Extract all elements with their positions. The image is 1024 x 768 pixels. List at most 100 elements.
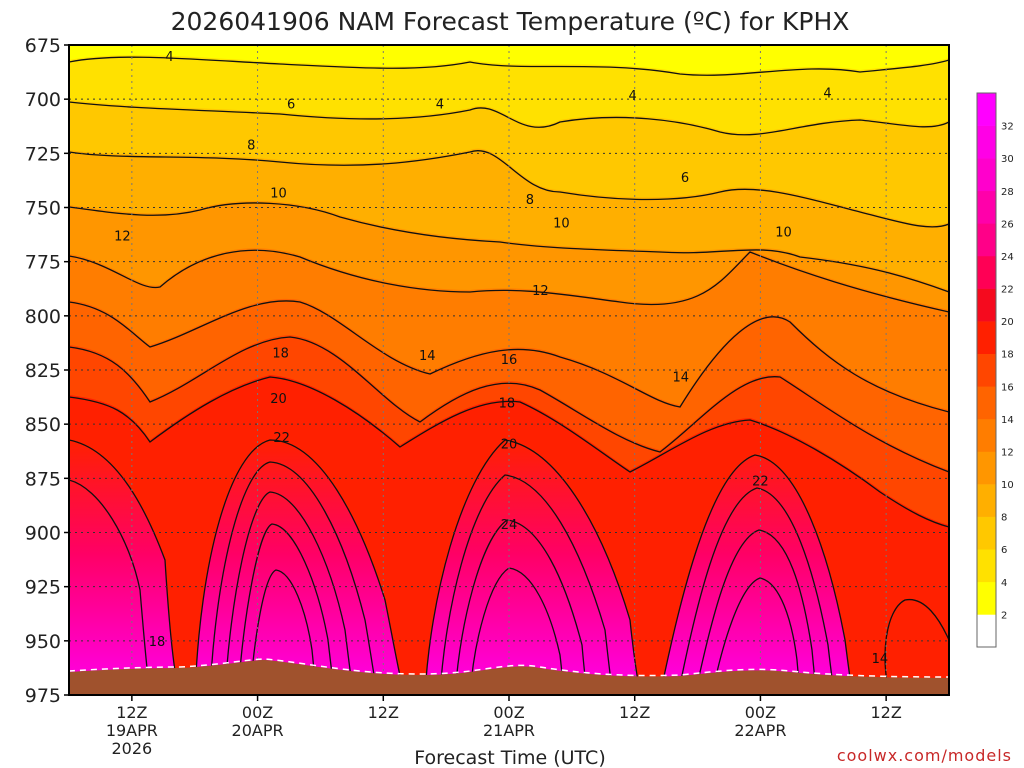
colorbar-swatch [977, 516, 996, 550]
colorbar-swatch [977, 321, 996, 355]
credit-link[interactable]: coolwx.com/models [837, 746, 1012, 765]
contour-label: 22 [752, 475, 769, 490]
y-axis: 675 700 725 750 775 800 825 850 875 900 925 950 975 [25, 35, 69, 707]
plot-area: 4 6 8 10 12 4 8 10 12 14 16 18 20 24 18 20 22 4 6 4 10 14 22 18… [69, 45, 949, 695]
contour-label: 22 [273, 431, 290, 446]
colorbar-swatch [977, 158, 996, 192]
x-axis-label: Forecast Time (UTC) [414, 747, 605, 768]
colorbar-swatch [977, 353, 996, 387]
y-tick-label: 750 [25, 198, 61, 220]
contour-line-24b [454, 519, 589, 695]
contour-line-4 [69, 56, 949, 76]
y-tick-label: 725 [25, 143, 61, 165]
y-tick-label: 775 [25, 252, 61, 274]
x-tick-label: 00Z 22APR [734, 703, 786, 740]
x-axis: 12Z 19APR 2026 00Z 20APR 12Z 00Z 21APR 12Z 00Z 22A… [106, 695, 902, 758]
contour-label: 6 [287, 98, 295, 113]
colorbar-tick-label: 26 [1001, 219, 1014, 230]
contour-line-20b [424, 439, 641, 695]
contour-line-16 [69, 336, 949, 473]
contour-line-22c [677, 487, 836, 695]
y-tick-label: 875 [25, 468, 61, 490]
contour-line-20a [194, 439, 406, 695]
contour-label: 20 [501, 438, 518, 453]
colorbar-swatch [977, 386, 996, 420]
colorbar-swatch [977, 223, 996, 257]
contour-label: 10 [270, 186, 287, 201]
colorbar-swatch [977, 418, 996, 452]
colorbar-swatch [977, 190, 996, 224]
colorbar-tick-label: 10 [1001, 480, 1014, 491]
contour-label: 20 [270, 392, 287, 407]
contour-line-22b [439, 474, 614, 695]
colorbar-tick-label: 28 [1001, 187, 1014, 198]
colorbar-tick-label: 20 [1001, 317, 1014, 328]
colorbar-tick-label: 16 [1001, 382, 1014, 393]
contour-line-26a [237, 523, 336, 695]
contour-label: 4 [628, 89, 636, 104]
colorbar-swatch [977, 549, 996, 583]
contour-label: 4 [165, 50, 173, 65]
terrain [69, 660, 949, 695]
contour-label: 8 [526, 193, 534, 208]
colorbar-tick-label: 18 [1001, 350, 1014, 361]
y-tick-label: 850 [25, 414, 61, 436]
y-tick-label: 700 [25, 89, 61, 111]
colorbar-tick-label: 30 [1001, 154, 1014, 165]
y-tick-label: 925 [25, 577, 61, 599]
colorbar-tick-label: 8 [1001, 513, 1007, 524]
contour-label: 4 [436, 98, 444, 113]
contour-label: 6 [681, 171, 689, 186]
colorbar-tick-label: 12 [1001, 447, 1014, 458]
colorbar-swatch [977, 288, 996, 322]
contour-label: 18 [272, 347, 289, 362]
colorbar-tick-label: 32 [1001, 122, 1014, 133]
contour-line-6 [69, 101, 949, 136]
grid-lines [69, 45, 949, 695]
x-tick-label: 12Z [619, 703, 650, 722]
contour-label: 14 [872, 652, 889, 667]
colorbar-swatch [977, 93, 996, 126]
contour-line-10 [69, 202, 949, 293]
contour-line-18 [69, 376, 949, 528]
x-tick-label: 12Z 19APR 2026 [106, 703, 158, 758]
y-tick-label: 825 [25, 360, 61, 382]
contour-line-20c [659, 454, 853, 695]
colorbar-frame [976, 92, 997, 648]
colorbar-swatch [977, 255, 996, 289]
colorbar-swatch [977, 484, 996, 517]
contour-line-22a [209, 461, 379, 695]
contour-label: 16 [501, 353, 518, 368]
x-tick-label: 00Z 20APR [232, 703, 284, 740]
chart-title: 2026041906 NAM Forecast Temperature (ºC)… [171, 7, 850, 36]
colorbar-tick-label: 22 [1001, 285, 1014, 296]
contour-lines [69, 56, 949, 695]
contour-line-14 [69, 300, 949, 413]
terrain-edge [69, 658, 949, 678]
contour-label: 12 [114, 230, 131, 245]
contour-label: 4 [823, 87, 831, 102]
contour-label: 14 [419, 349, 436, 364]
colorbar-tick-label: 14 [1001, 415, 1014, 426]
contour-label: 24 [501, 518, 518, 533]
colorbar-tick-label: 4 [1001, 578, 1007, 589]
contour-label: 14 [673, 371, 690, 386]
x-tick-label: 12Z [870, 703, 901, 722]
y-tick-label: 975 [25, 685, 61, 707]
contour-line-24c [694, 529, 818, 695]
contour-line-12 [69, 249, 949, 313]
y-tick-label: 900 [25, 523, 61, 545]
contour-label: 18 [499, 397, 516, 412]
colorbar-swatch [977, 451, 996, 485]
contour-label: 18 [149, 635, 166, 650]
contour-line-8 [69, 150, 949, 228]
contour-label: 10 [775, 225, 792, 240]
contour-label: 8 [247, 139, 255, 154]
contour-label: 12 [532, 284, 549, 299]
contour-labels: 4 6 8 10 12 4 8 10 12 14 16 18 20 24 18 20 22 4 6 4 10 14 22 18… [114, 50, 888, 667]
colorbar-tick-label: 24 [1001, 252, 1014, 263]
x-tick-label: 12Z [368, 703, 399, 722]
colorbar-tick-label: 2 [1001, 610, 1007, 621]
colorbar-swatch [977, 581, 996, 615]
